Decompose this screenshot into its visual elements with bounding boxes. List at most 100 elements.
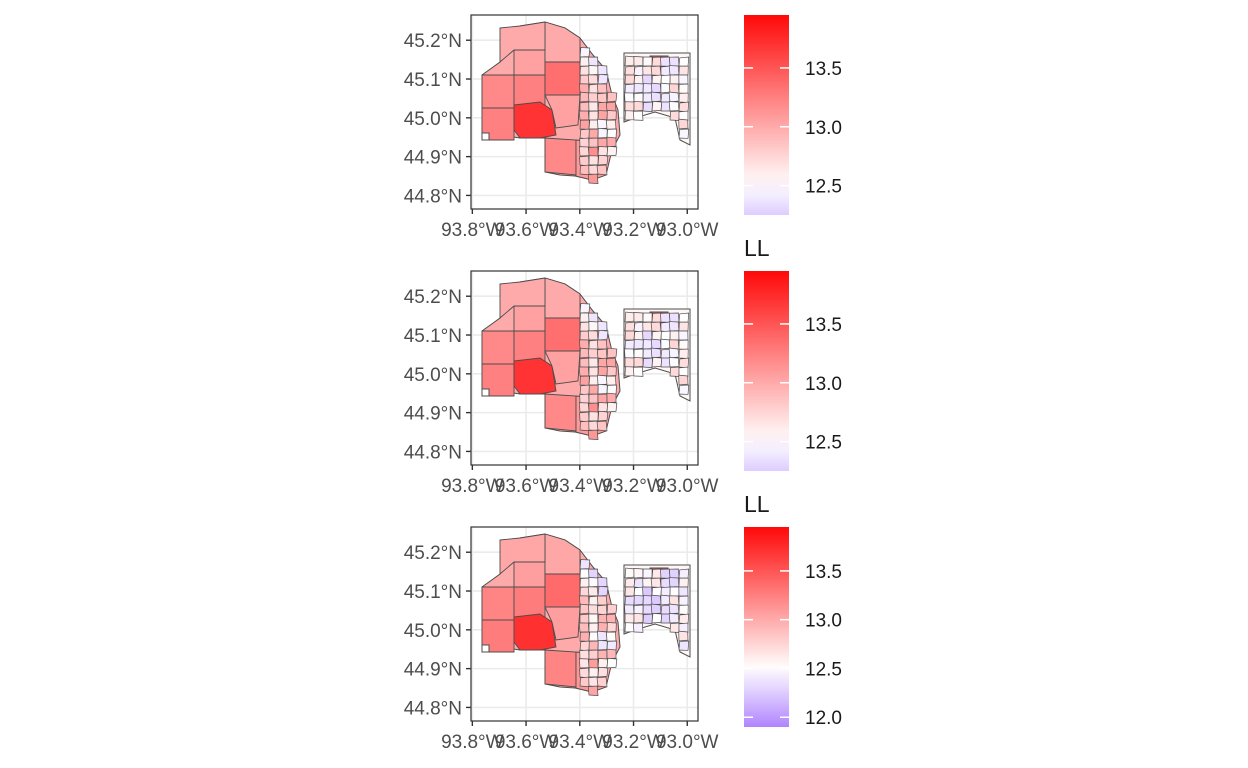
y-tick-label: 44.9°N [404, 404, 462, 425]
tract-region [544, 61, 581, 96]
y-tick-label: 45.1°N [404, 582, 462, 603]
tract-region [579, 577, 590, 588]
tract-region [633, 82, 644, 94]
tract-region [650, 82, 662, 94]
tract-region [642, 613, 653, 625]
tract-region [579, 137, 590, 149]
tract-region [650, 603, 662, 615]
tract-region [587, 173, 599, 185]
y-tick-label: 45.1°N [404, 326, 462, 347]
y-tick-label: 44.8°N [404, 698, 462, 719]
tract-region [597, 64, 608, 76]
tract-region [588, 613, 599, 624]
tract-region [624, 357, 635, 368]
axis-ticks [466, 551, 688, 726]
tract-region [606, 392, 617, 404]
tract-region [606, 145, 618, 157]
tract-region [596, 420, 608, 432]
tract-region [544, 649, 577, 688]
tract-region [624, 577, 636, 589]
tract-region [544, 393, 577, 432]
tract-region [660, 338, 671, 350]
tract-region [651, 613, 663, 624]
tract-region [596, 164, 608, 176]
tract-region [606, 657, 618, 669]
tract-region [579, 321, 590, 332]
tract-region [642, 321, 653, 332]
tract-region [587, 586, 599, 597]
tract-region [668, 613, 680, 624]
tract-region [597, 622, 608, 633]
tract-region [588, 676, 599, 687]
tract-region [624, 65, 636, 77]
tract-region [579, 155, 590, 167]
tract-region [678, 384, 690, 395]
tract-region [597, 128, 608, 139]
tract-region [588, 339, 599, 351]
x-tick-label: 93.2°W [602, 220, 665, 241]
tract-region [588, 420, 599, 431]
tract-region [579, 631, 590, 642]
tract-region [669, 56, 680, 67]
tract-region [578, 366, 590, 377]
tract-region [668, 65, 680, 76]
tract-region [544, 606, 581, 641]
tract-region [678, 321, 689, 332]
tract-region [588, 667, 599, 678]
tract-region [650, 577, 662, 588]
tract-region [678, 339, 689, 350]
tract-region [624, 339, 635, 351]
tract-region [578, 622, 590, 633]
tract-region [669, 586, 680, 597]
tract-region [669, 568, 680, 579]
tract-region [650, 347, 662, 359]
tract-region [597, 118, 608, 130]
tract-region [678, 568, 690, 580]
tract-region [668, 339, 680, 350]
tract-region [481, 74, 515, 109]
map-panel-3: 45.2°N 45.1°N 45.0°N 44.9°N 44.8°N 93.8°… [404, 491, 842, 753]
tract-region [642, 357, 653, 369]
tract-region [597, 586, 609, 597]
x-tick-label: 93.8°W [441, 476, 504, 497]
tract-region [597, 666, 609, 678]
tract-region [588, 402, 599, 413]
tract-region [481, 330, 515, 365]
y-tick-label: 44.8°N [404, 442, 462, 463]
tract-region [596, 676, 608, 688]
tract-region [587, 348, 599, 359]
tract-region [579, 357, 590, 369]
tract-region [651, 312, 663, 323]
tract-region [481, 586, 515, 621]
tract-region [588, 312, 599, 323]
tract-region [588, 411, 599, 422]
legend-tick-label: 13.0 [805, 118, 842, 139]
tract-region [588, 595, 599, 607]
tract-region [588, 83, 599, 95]
panel-frame [470, 14, 699, 210]
tract-region [579, 393, 590, 405]
tract-region [624, 595, 635, 607]
tract-region [606, 401, 618, 413]
tract-region [596, 595, 608, 606]
tract-region [481, 644, 490, 653]
tract-region [651, 568, 663, 579]
tract-region [597, 630, 608, 642]
tract-region [588, 146, 599, 157]
x-tick-label: 93.8°W [441, 220, 504, 241]
tract-region [668, 577, 680, 588]
legend-title: LL [744, 235, 770, 261]
tract-region [678, 374, 689, 386]
tract-region [606, 366, 617, 377]
tract-region [642, 101, 653, 113]
tract-region [579, 119, 590, 130]
tract-region [642, 604, 653, 615]
tract-region [678, 101, 690, 113]
tract-region [513, 561, 546, 588]
x-tick-label: 93.6°W [495, 220, 558, 241]
tract-region [660, 65, 671, 77]
tract-region [660, 82, 671, 94]
longitude-tick-labels: 93.8°W 93.6°W 93.4°W 93.2°W 93.0°W [441, 220, 718, 241]
tract-region [579, 339, 590, 350]
tract-region [579, 83, 590, 94]
